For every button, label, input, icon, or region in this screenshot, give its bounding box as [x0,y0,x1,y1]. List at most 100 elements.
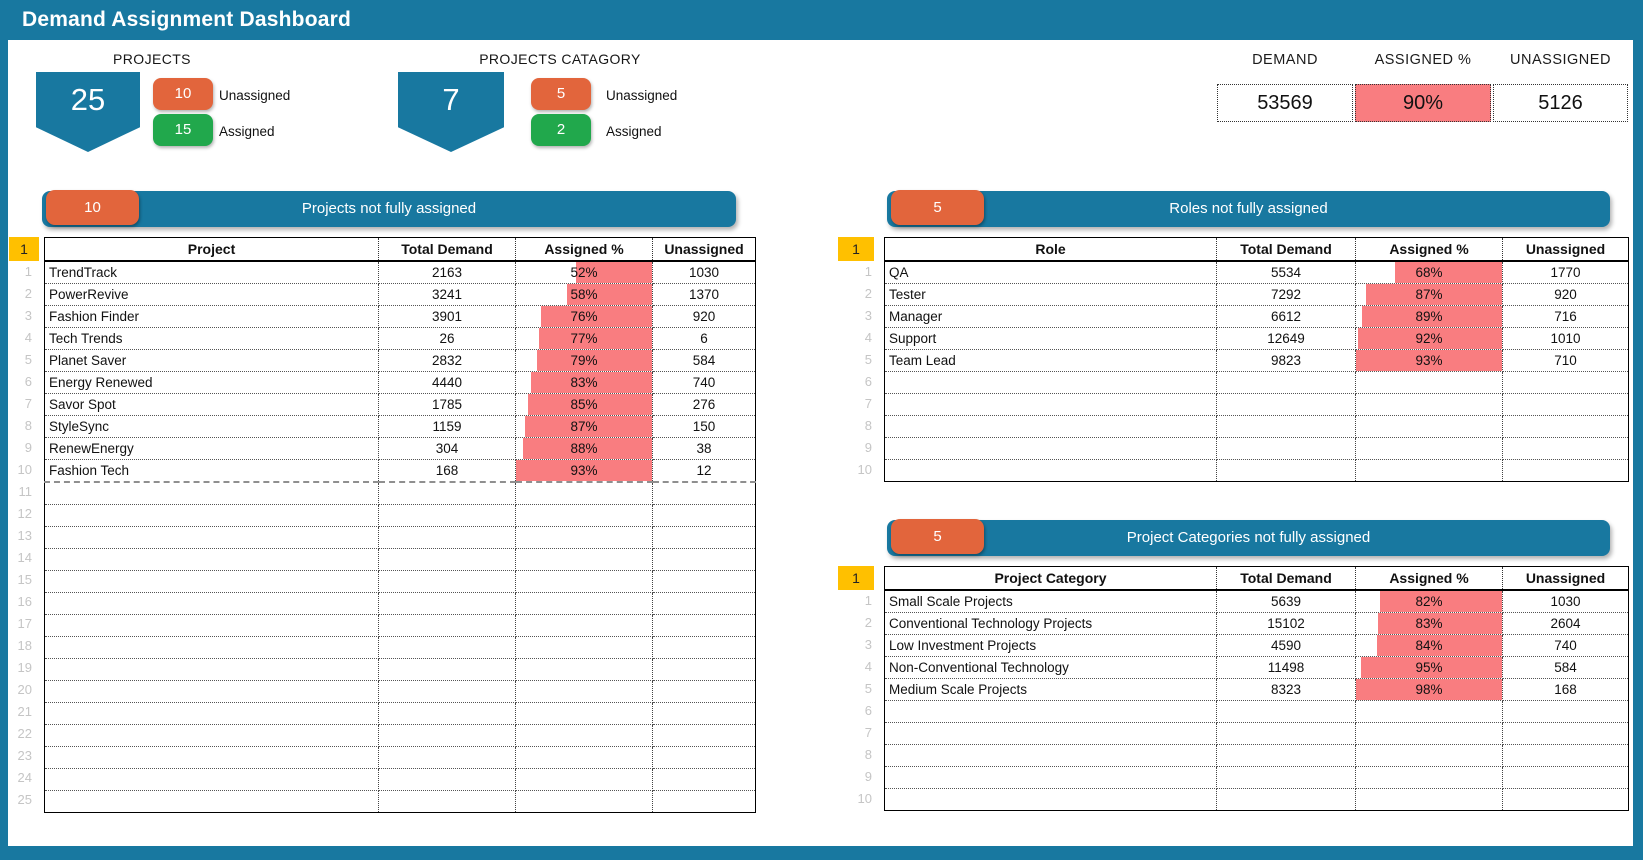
cell-label[interactable] [44,724,379,747]
row-number[interactable]: 9 [864,440,872,455]
cell-total-demand[interactable] [378,790,516,812]
cell-label[interactable] [884,459,1217,482]
cell-unassigned[interactable]: 2604 [1502,612,1629,635]
cell-unassigned[interactable]: 1770 [1502,261,1629,284]
row-number[interactable]: 2 [864,286,872,301]
cell-assigned-pct[interactable] [515,570,653,593]
cell-assigned-pct[interactable] [1355,437,1503,460]
kpi-unassigned-value[interactable]: 5126 [1493,84,1628,122]
cell-unassigned[interactable] [652,724,756,747]
cell-total-demand[interactable] [378,724,516,747]
cell-label[interactable] [44,482,379,505]
cell-total-demand[interactable] [1216,437,1356,460]
cell-label[interactable]: RenewEnergy [44,437,379,460]
cell-unassigned[interactable]: 12 [652,459,756,483]
cell-assigned-pct[interactable]: 83% [515,371,653,394]
row-number[interactable]: 5 [864,681,872,696]
cell-label[interactable] [44,658,379,681]
row-number[interactable]: 6 [864,374,872,389]
cell-label[interactable]: Tech Trends [44,327,379,350]
cell-label[interactable]: Fashion Finder [44,305,379,328]
cell-unassigned[interactable]: 920 [652,305,756,328]
cell-total-demand[interactable] [1216,371,1356,394]
row-number[interactable]: 8 [864,418,872,433]
row-number[interactable]: 9 [864,769,872,784]
cell-unassigned[interactable]: 584 [1502,656,1629,679]
cell-label[interactable] [44,680,379,703]
cell-assigned-pct[interactable] [1355,700,1503,723]
cell-label[interactable]: Non-Conventional Technology [884,656,1217,679]
cell-total-demand[interactable]: 26 [378,327,516,350]
cell-assigned-pct[interactable]: 79% [515,349,653,372]
row-number[interactable]: 4 [24,330,32,345]
row-number[interactable]: 21 [17,704,32,719]
row-number[interactable]: 19 [17,660,32,675]
cell-label[interactable] [884,415,1217,438]
cell-unassigned[interactable] [1503,460,1629,482]
cell-assigned-pct[interactable] [515,702,653,725]
row-number[interactable]: 10 [17,462,32,477]
cell-assigned-pct[interactable]: 76% [515,305,653,328]
cell-total-demand[interactable] [1216,700,1356,723]
cell-total-demand[interactable] [1216,722,1356,745]
cell-assigned-pct[interactable] [515,504,653,527]
cell-assigned-pct[interactable] [1355,744,1503,767]
cell-total-demand[interactable]: 12649 [1216,327,1356,350]
row-number[interactable]: 16 [17,594,32,609]
cell-assigned-pct[interactable]: 95% [1355,656,1503,679]
cell-unassigned[interactable] [1502,437,1629,460]
cell-total-demand[interactable]: 1159 [378,415,516,438]
cell-total-demand[interactable]: 3901 [378,305,516,328]
cell-assigned-pct[interactable]: 93% [1355,349,1503,372]
roles-corner-cell[interactable]: 1 [838,237,874,261]
cell-total-demand[interactable]: 2163 [378,261,516,284]
cell-assigned-pct[interactable]: 85% [515,393,653,416]
column-header[interactable]: Total Demand [378,237,516,262]
cell-assigned-pct[interactable] [515,658,653,681]
cell-assigned-pct[interactable] [1355,788,1503,811]
cell-assigned-pct[interactable] [515,790,653,812]
cell-total-demand[interactable]: 6612 [1216,305,1356,328]
cell-label[interactable] [44,636,379,659]
cell-unassigned[interactable]: 1010 [1502,327,1629,350]
cell-total-demand[interactable] [378,614,516,637]
cell-assigned-pct[interactable] [515,526,653,549]
cell-unassigned[interactable]: 150 [652,415,756,438]
row-number[interactable]: 23 [17,748,32,763]
cell-total-demand[interactable] [378,702,516,725]
cell-label[interactable]: Tester [884,283,1217,306]
cell-unassigned[interactable]: 584 [652,349,756,372]
cell-total-demand[interactable]: 168 [378,459,516,483]
cell-total-demand[interactable] [378,746,516,769]
cell-total-demand[interactable] [378,482,516,505]
cell-label[interactable] [44,768,379,791]
cell-total-demand[interactable] [1216,744,1356,767]
cell-unassigned[interactable] [1502,744,1629,767]
cell-label[interactable] [884,722,1217,745]
cell-unassigned[interactable] [652,680,756,703]
cell-unassigned[interactable] [652,746,756,769]
cell-assigned-pct[interactable]: 82% [1355,590,1503,613]
row-number[interactable]: 1 [24,264,32,279]
cell-unassigned[interactable]: 276 [652,393,756,416]
cell-unassigned[interactable]: 1030 [1502,590,1629,613]
row-number[interactable]: 14 [17,550,32,565]
cell-unassigned[interactable]: 740 [1502,634,1629,657]
cell-label[interactable]: Medium Scale Projects [884,678,1217,701]
cell-unassigned[interactable] [652,768,756,791]
cell-total-demand[interactable]: 2832 [378,349,516,372]
cell-label[interactable] [44,702,379,725]
cell-label[interactable] [44,526,379,549]
row-number[interactable]: 5 [24,352,32,367]
cell-assigned-pct[interactable]: 87% [1355,283,1503,306]
column-header[interactable]: Role [884,237,1217,262]
cell-label[interactable] [44,592,379,615]
cell-label[interactable] [884,700,1217,723]
cell-unassigned[interactable] [652,504,756,527]
cell-total-demand[interactable] [1216,766,1356,789]
cell-assigned-pct[interactable] [1355,766,1503,789]
cell-unassigned[interactable] [652,482,756,505]
cell-assigned-pct[interactable]: 93% [515,459,653,483]
row-number[interactable]: 1 [864,593,872,608]
row-number[interactable]: 25 [17,792,32,807]
